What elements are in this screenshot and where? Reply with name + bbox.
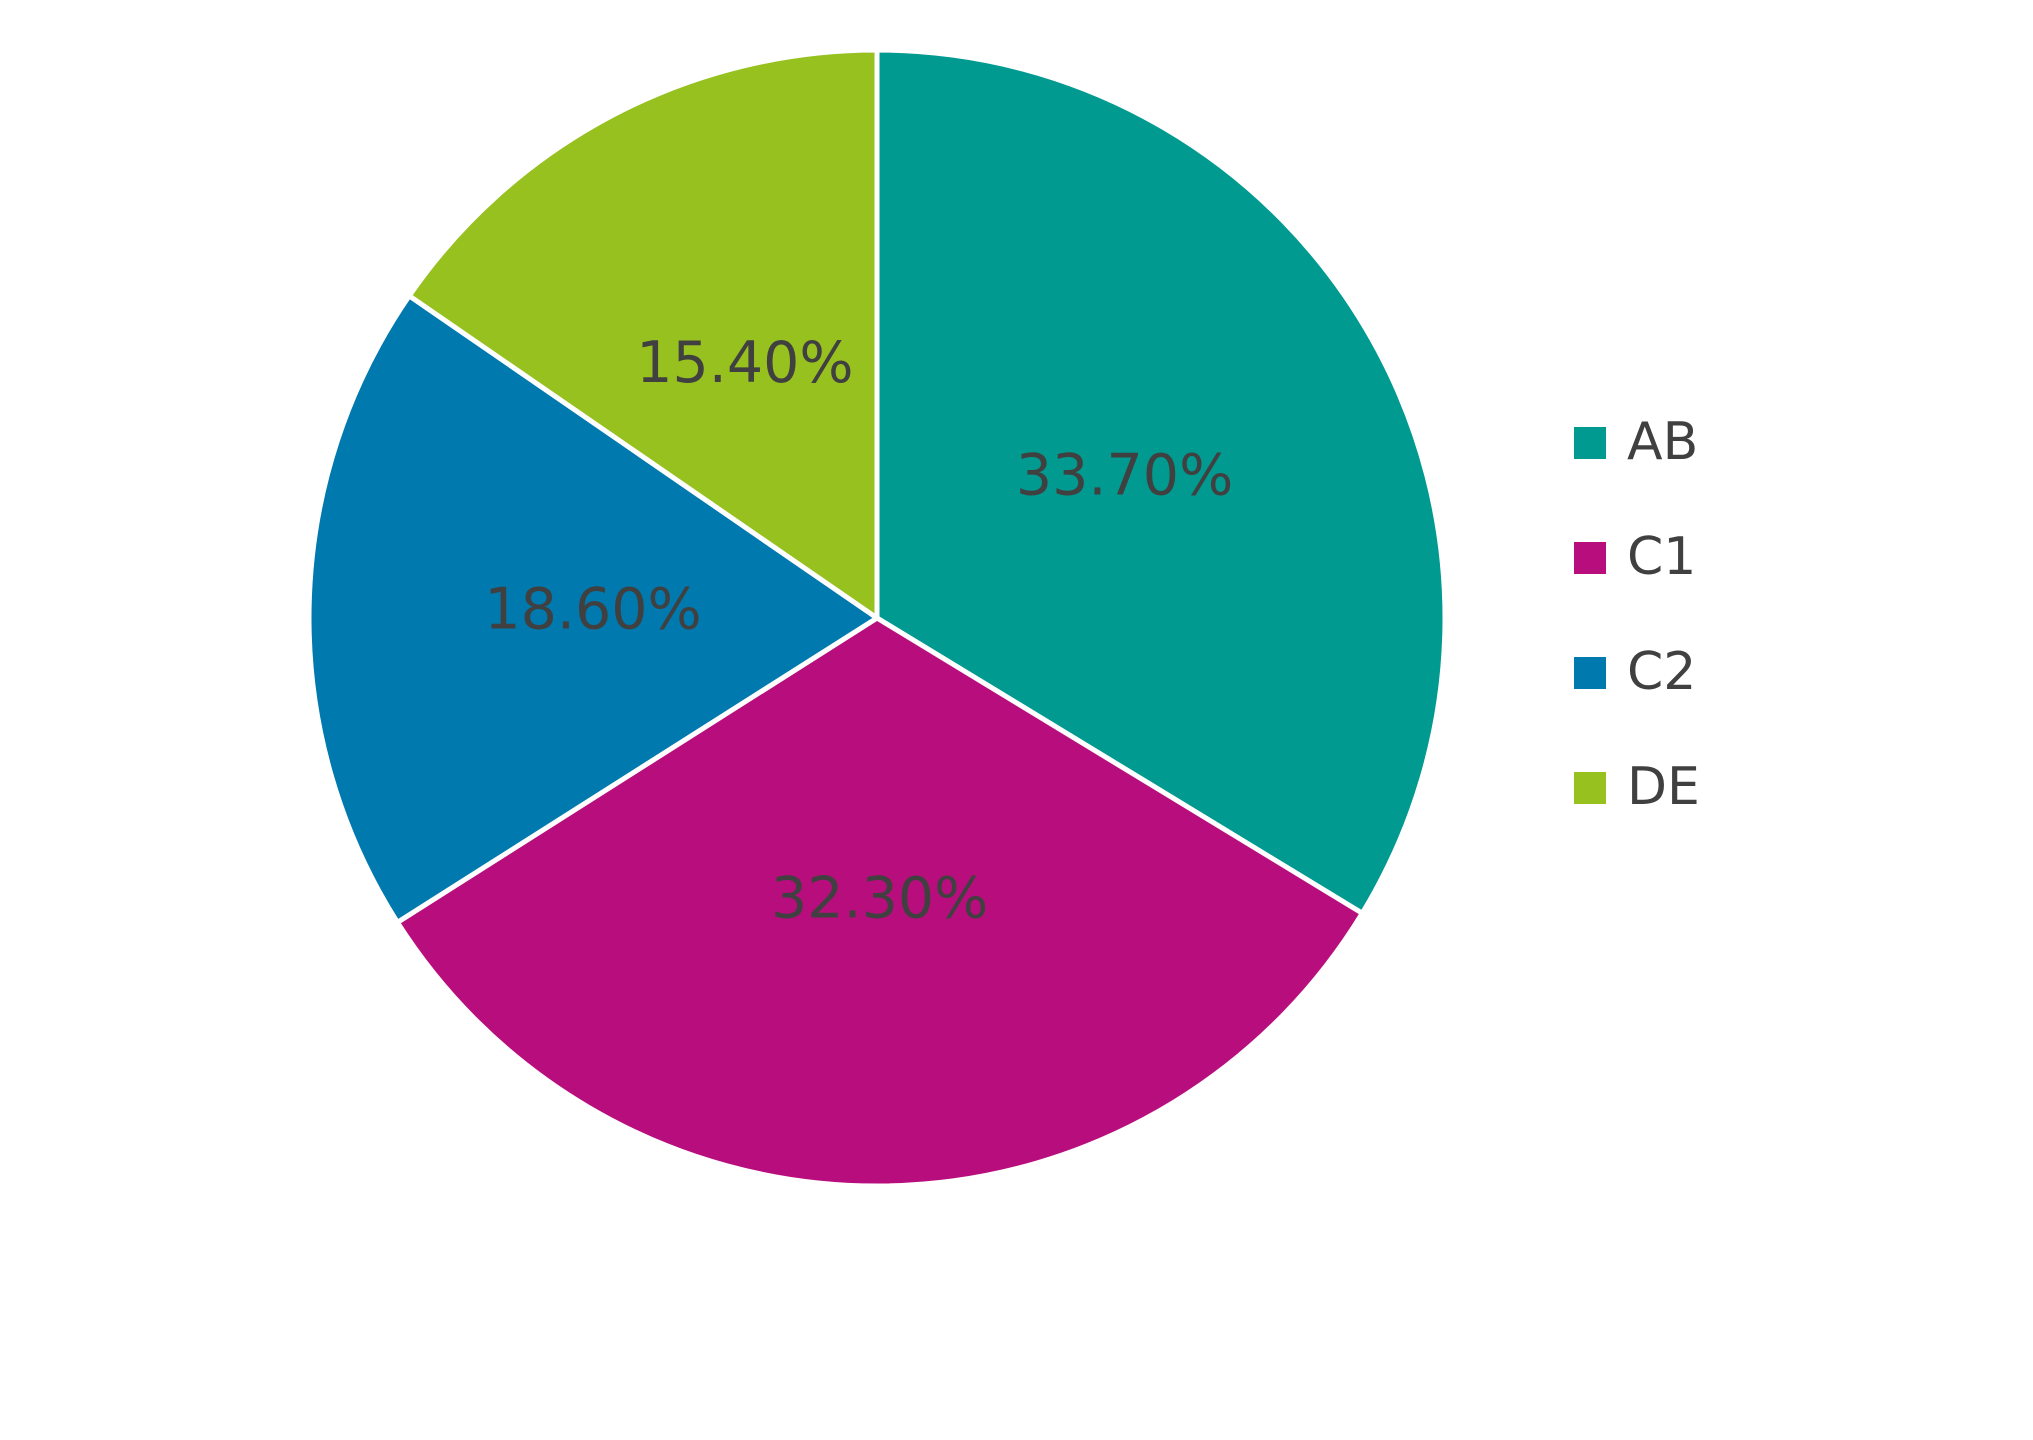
data-label: 32.30%: [771, 866, 988, 932]
legend-label: AB: [1627, 412, 1698, 472]
legend-swatch: [1574, 427, 1606, 459]
pie-slice: [874, 47, 1448, 916]
legend-label: DE: [1627, 757, 1700, 817]
pie-slice: [306, 293, 880, 925]
legend-swatch: [1574, 542, 1606, 574]
legend-label: C2: [1627, 642, 1696, 702]
pie-slice: [394, 615, 1365, 1189]
legend-swatch: [1574, 657, 1606, 689]
data-label: 18.60%: [484, 576, 701, 642]
pie-slice: [406, 47, 880, 621]
legend-label: C1: [1627, 527, 1696, 587]
data-label: 33.70%: [1016, 442, 1233, 508]
legend-swatch: [1574, 772, 1606, 804]
data-label: 15.40%: [636, 330, 853, 396]
